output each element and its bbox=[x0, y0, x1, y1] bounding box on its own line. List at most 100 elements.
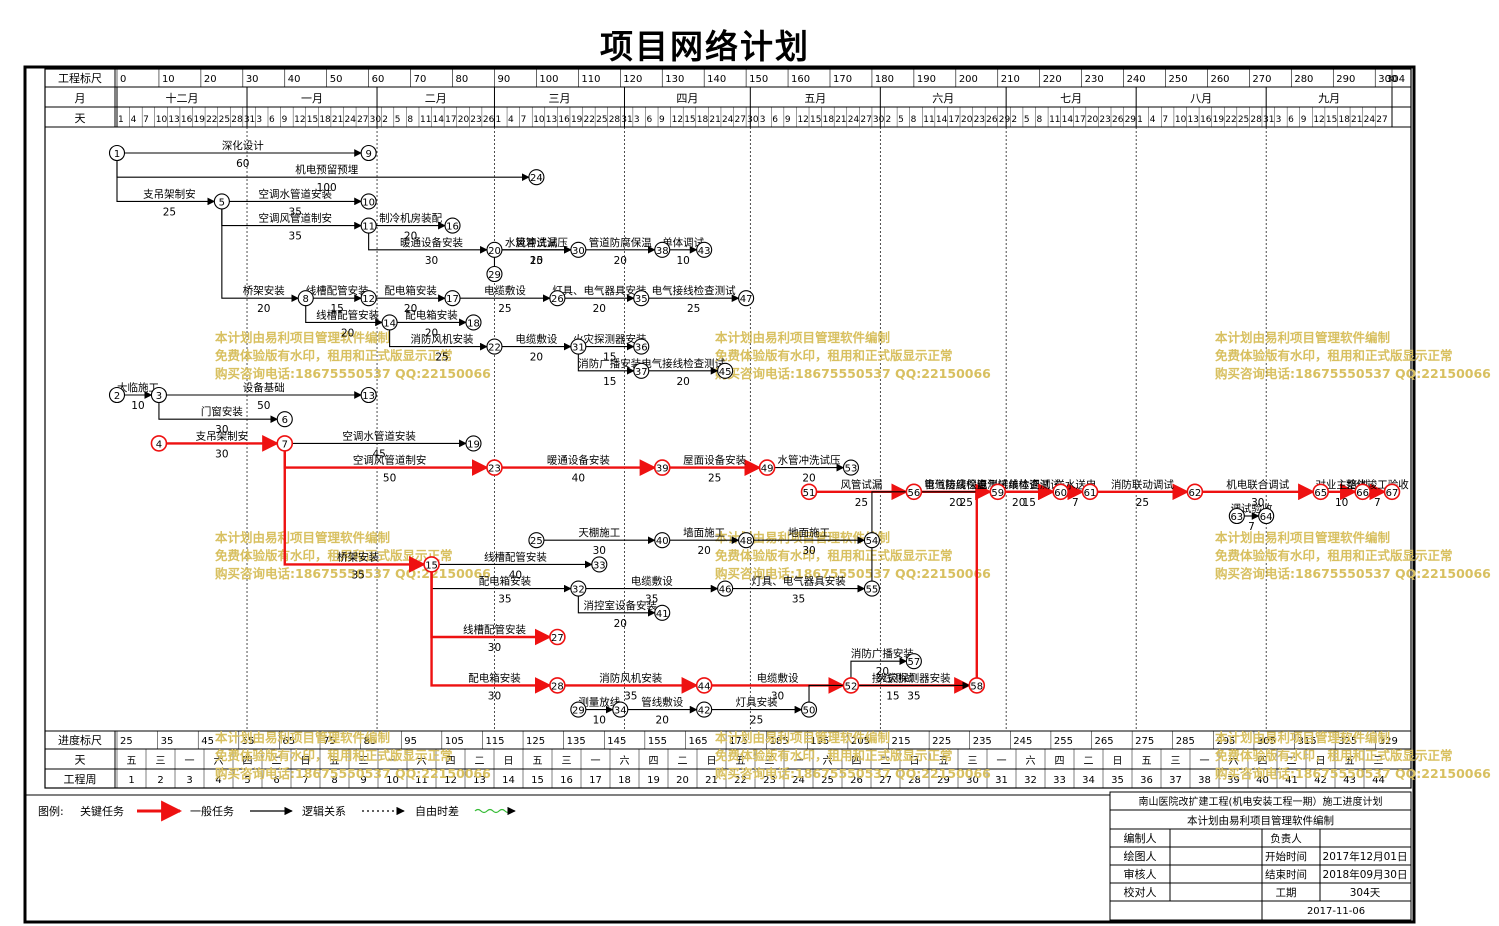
weekday-label: 四 bbox=[852, 756, 862, 767]
event-node-label: 62 bbox=[1189, 488, 1202, 499]
event-node bbox=[486, 241, 503, 258]
weekday-label: 二 bbox=[678, 756, 688, 767]
day-label: 7 bbox=[521, 115, 527, 125]
activity-duration: 20 bbox=[614, 255, 627, 267]
week-number-label: 12 bbox=[444, 775, 457, 786]
week-number-label: 28 bbox=[908, 775, 921, 786]
activity-name: 水管冲洗试压 bbox=[505, 236, 568, 249]
event-node bbox=[1081, 483, 1099, 501]
day-label: 6 bbox=[772, 115, 778, 125]
event-node-label: 52 bbox=[845, 681, 858, 692]
legend-critical-label: 关键任务 bbox=[80, 804, 124, 818]
event-node bbox=[800, 483, 818, 501]
scale-tick-label: 20 bbox=[204, 74, 217, 85]
day-label: 29 bbox=[999, 115, 1011, 125]
day-label: 4 bbox=[131, 115, 137, 125]
info-label: 结束时间 bbox=[1265, 868, 1307, 881]
day-label: 15 bbox=[684, 115, 695, 125]
week-number-label: 8 bbox=[331, 775, 337, 786]
activity-arrow bbox=[221, 208, 300, 303]
week-number-label: 41 bbox=[1285, 775, 1298, 786]
weekday-label: 日 bbox=[707, 756, 717, 767]
day-label: 21 bbox=[835, 115, 846, 125]
progress-tick-label: 105 bbox=[445, 736, 464, 747]
activity-duration: 10 bbox=[131, 400, 144, 412]
legend-logic-label: 逻辑关系 bbox=[302, 804, 346, 818]
activity-name: 空调风管道制安 bbox=[258, 212, 332, 225]
activity-arrow bbox=[430, 571, 552, 694]
day-label: 31 bbox=[1263, 115, 1274, 125]
day-label: 17 bbox=[445, 115, 456, 125]
watermark-text: 本计划由易利项目管理软件编制 bbox=[1215, 330, 1390, 345]
event-node-label: 48 bbox=[740, 536, 753, 547]
watermark-text: 购买咨询电话:18675550537 QQ:22150066 bbox=[715, 566, 991, 581]
activity-name: 大临施工 bbox=[117, 381, 159, 394]
weekday-label: 一 bbox=[185, 756, 195, 767]
day-label: 6 bbox=[1288, 115, 1294, 125]
day-label: 28 bbox=[609, 115, 621, 125]
day-label: 21 bbox=[1351, 115, 1362, 125]
activity-name: 火灾探测器安装 bbox=[573, 333, 647, 346]
activity-name: 灯具、电气器具安装 bbox=[751, 575, 846, 588]
event-node-label: 46 bbox=[719, 585, 732, 596]
progress-tick-label: 265 bbox=[1095, 736, 1114, 747]
event-node-label: 50 bbox=[803, 706, 816, 717]
event-node bbox=[905, 653, 922, 670]
scale-tick-label: 150 bbox=[749, 74, 768, 85]
event-node bbox=[696, 241, 713, 258]
progress-tick-label: 329 bbox=[1379, 736, 1398, 747]
activity-name: 暖通设备安装 bbox=[547, 454, 610, 467]
activity-name: 地面施工 bbox=[788, 526, 830, 539]
watermark-text: 免费体验版有水印，租用和正式版显示正常 bbox=[215, 548, 453, 563]
scale-tick-label: 270 bbox=[1252, 74, 1271, 85]
day-label: 18 bbox=[1338, 115, 1350, 125]
day-label: 5 bbox=[395, 115, 401, 125]
activity-name: 配电箱安装 bbox=[468, 671, 521, 684]
progress-tick-label: 65 bbox=[282, 736, 295, 747]
day-label: 30 bbox=[370, 115, 382, 125]
week-number-label: 34 bbox=[1082, 775, 1095, 786]
activity-name: 支吊架制安 bbox=[143, 187, 196, 200]
week-number-label: 7 bbox=[302, 775, 308, 786]
activity-arrow bbox=[158, 402, 279, 424]
scale-tick-label: 304 bbox=[1386, 74, 1405, 85]
activity-duration: 15 bbox=[1023, 497, 1036, 509]
scale-tick-label: 40 bbox=[288, 74, 301, 85]
activity-name: 消防广播安装 bbox=[578, 357, 641, 370]
weekday-label: 五 bbox=[127, 756, 137, 767]
weekday-label: 二 bbox=[475, 756, 485, 767]
activity-duration: 20 bbox=[425, 327, 438, 339]
week-number-label: 2 bbox=[157, 775, 163, 786]
week-number-label: 33 bbox=[1053, 775, 1066, 786]
day-label: 16 bbox=[1200, 115, 1212, 125]
weekday-label: 五 bbox=[736, 756, 746, 767]
footer-row-label: 工程周 bbox=[64, 773, 97, 786]
activity-duration: 7 bbox=[1248, 521, 1255, 533]
day-label: 5 bbox=[898, 115, 904, 125]
event-node bbox=[612, 701, 629, 718]
day-label: 19 bbox=[193, 115, 205, 125]
scale-tick-label: 50 bbox=[330, 74, 343, 85]
week-number-label: 9 bbox=[360, 775, 366, 786]
week-number-label: 35 bbox=[1111, 775, 1124, 786]
week-number-label: 24 bbox=[792, 775, 805, 786]
month-label: 九月 bbox=[1318, 92, 1340, 105]
event-node bbox=[570, 701, 587, 718]
weekday-label: 三 bbox=[156, 756, 166, 767]
activity-name: 桥架安装 bbox=[337, 550, 379, 563]
activity-name: 电缆敷设 bbox=[515, 333, 557, 346]
event-node bbox=[863, 580, 880, 597]
day-label: 20 bbox=[961, 115, 973, 125]
event-node-label: 43 bbox=[698, 246, 711, 257]
day-label: 18 bbox=[697, 115, 709, 125]
event-node-label: 56 bbox=[908, 488, 921, 499]
progress-tick-label: 75 bbox=[323, 736, 336, 747]
activity-name: 屋面设备安装 bbox=[683, 454, 746, 467]
activity-duration: 35 bbox=[289, 231, 302, 243]
activity-name: 消控室设备安装 bbox=[584, 599, 658, 612]
legend-label: 图例: bbox=[38, 804, 64, 818]
activity-arrow bbox=[577, 596, 656, 617]
event-node bbox=[528, 532, 545, 549]
legend-float-line bbox=[474, 808, 512, 814]
scale-tick-label: 170 bbox=[833, 74, 852, 85]
